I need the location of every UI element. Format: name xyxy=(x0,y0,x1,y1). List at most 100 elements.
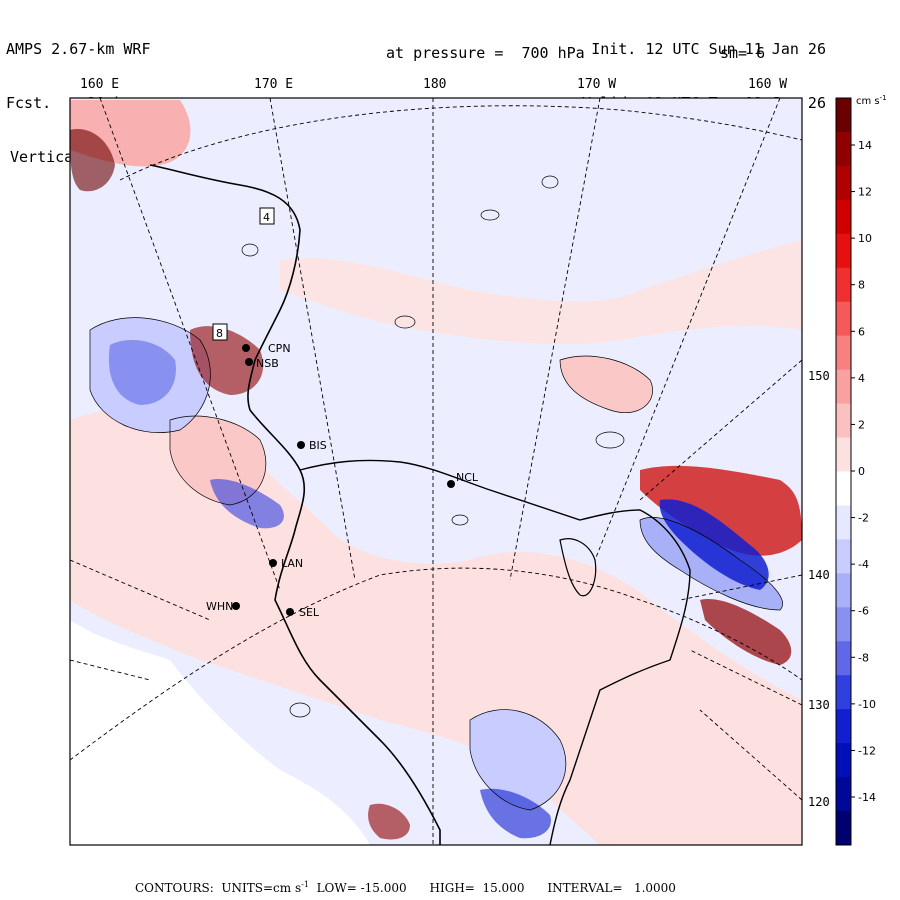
station-label-ncl: NCL xyxy=(456,471,479,484)
contour-line xyxy=(241,243,259,257)
coastline xyxy=(149,164,441,845)
station-dot-whn xyxy=(232,602,240,610)
meridian xyxy=(594,98,781,561)
colorbar-swatch xyxy=(836,98,851,133)
colorbar-tick-label: 2 xyxy=(858,418,865,431)
strong-updraft-zone xyxy=(700,599,792,665)
colorbar-tick-label: -12 xyxy=(858,744,876,757)
colorbar-tick-label: 14 xyxy=(858,139,872,152)
parallel xyxy=(119,105,802,181)
colorbar-tick-label: 10 xyxy=(858,232,872,245)
station-label-cpn: CPN xyxy=(268,342,291,355)
colorbar-tick-label: -2 xyxy=(858,512,869,525)
contour-line xyxy=(169,415,267,506)
ice-shelf-edge xyxy=(299,459,691,845)
contour-line xyxy=(394,315,416,329)
footer-contours: CONTOURS: UNITS=cm s-1 LOW= -15.000 HIGH… xyxy=(135,880,676,895)
field-positive-zone xyxy=(589,768,802,845)
station-dot-ncl xyxy=(447,480,455,488)
map-panel: CPN NSB BIS NCL LAN WHN SEL 4 8 xyxy=(70,98,802,845)
footer-contours-label: CONTOURS: xyxy=(135,881,214,895)
colorbar-swatch xyxy=(836,539,851,574)
colorbar-tick-label: -4 xyxy=(858,558,869,571)
colorbar: 14 12 10 8 6 4 2 0 -2 -4 -6 -8 -10 -12 -14 xyxy=(835,97,876,846)
colorbar-swatch xyxy=(836,675,851,710)
colorbar-swatch xyxy=(836,573,851,608)
colorbar-swatch xyxy=(836,131,851,167)
colorbar-swatch xyxy=(836,403,851,439)
lon-label-160e: 160 E xyxy=(80,77,120,92)
footer-low: LOW= -15.000 xyxy=(316,881,407,895)
meridian xyxy=(99,98,281,591)
colorbar-swatch xyxy=(836,165,851,201)
colorbar-swatch xyxy=(836,437,851,472)
colorbar-swatch xyxy=(836,267,851,303)
colorbar-tick-label: 6 xyxy=(858,325,865,338)
contour-line xyxy=(289,702,311,718)
colorbar-tick-label: -6 xyxy=(858,605,869,618)
strong-downdraft-zone xyxy=(210,479,284,529)
lon-label-180: 180 xyxy=(423,77,447,92)
meridian xyxy=(509,98,601,581)
contour-line xyxy=(559,355,653,413)
colorbar-swatch xyxy=(836,709,851,744)
station-label-lan: LAN xyxy=(281,557,303,570)
field-positive-zone xyxy=(170,416,266,505)
footer-high: HIGH= 15.000 xyxy=(429,881,525,895)
station-dot-nsb xyxy=(245,358,253,366)
contour-line xyxy=(541,175,559,189)
colorbar-tick-label: -14 xyxy=(858,791,876,804)
colorbar-tick-label: 8 xyxy=(858,279,865,292)
colorbar-tick-label: -8 xyxy=(858,651,869,664)
colorbar-swatch xyxy=(836,199,851,235)
lon-label-170e: 170 E xyxy=(254,77,294,92)
colorbar-swatch xyxy=(836,743,851,778)
lon-label-130w: 130 W xyxy=(808,698,845,712)
colorbar-tick-label: 4 xyxy=(858,372,865,385)
pressure-level: at pressure = 700 hPa xyxy=(386,44,585,62)
smoothing-value: sm= 6 xyxy=(720,44,766,62)
meridian xyxy=(269,98,356,581)
footer-units: UNITS=cm s-1 xyxy=(221,880,309,895)
footer-interval: INTERVAL= 1.0000 xyxy=(547,881,676,895)
lon-label-140w: 140 W xyxy=(808,568,845,582)
field-positive-zone xyxy=(280,240,802,345)
contour-line xyxy=(469,709,567,811)
meridian xyxy=(70,559,211,621)
land-region xyxy=(70,620,370,845)
strong-updraft-zone xyxy=(368,803,410,840)
station-dot-lan xyxy=(269,559,277,567)
parallel xyxy=(70,567,802,761)
station-dot-bis xyxy=(297,441,305,449)
meridian xyxy=(639,359,802,501)
contour-line xyxy=(595,431,625,449)
strong-updraft-zone xyxy=(190,326,264,395)
coastline xyxy=(559,538,597,597)
station-label-bis: BIS xyxy=(309,439,327,452)
station-label-sel: SEL xyxy=(299,606,320,619)
colorbar-swatch xyxy=(836,471,851,506)
lon-label-150w: 150 W xyxy=(808,369,845,383)
strong-updraft-zone xyxy=(640,465,802,556)
marker-box-4-label: 4 xyxy=(263,211,270,224)
station-label-whn: WHN xyxy=(206,600,233,613)
colorbar-swatch xyxy=(836,607,851,642)
colorbar-swatch xyxy=(836,505,851,540)
field-negative-zone xyxy=(470,709,566,810)
field-negative-zone xyxy=(108,340,176,405)
colorbar-tick-label: 0 xyxy=(858,465,865,478)
graticule xyxy=(70,98,802,845)
colorbar-tick-label: 12 xyxy=(858,186,872,199)
strong-downdraft-zone xyxy=(659,499,769,590)
lon-label-160w: 160 W xyxy=(748,77,788,92)
station-dot-cpn xyxy=(242,344,250,352)
contour-line xyxy=(89,317,211,433)
colorbar-swatch xyxy=(836,233,851,269)
map-frame xyxy=(69,97,803,846)
marker-box-8-label: 8 xyxy=(216,327,223,340)
station-markers xyxy=(232,344,455,616)
contour-line xyxy=(451,514,469,526)
colorbar-swatch xyxy=(836,301,851,337)
marker-box-8 xyxy=(212,323,228,341)
contour-line xyxy=(639,517,783,611)
